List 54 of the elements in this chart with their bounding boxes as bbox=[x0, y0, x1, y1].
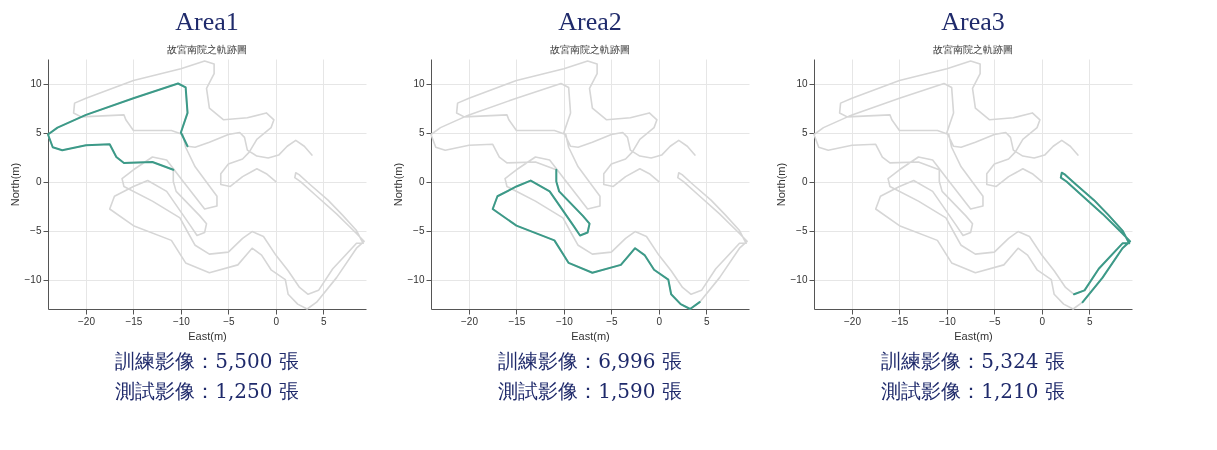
y-tick-label: 10 bbox=[796, 78, 808, 90]
line-series bbox=[491, 168, 701, 310]
x-tick-label: 0 bbox=[1039, 315, 1046, 327]
y-tick-label: 0 bbox=[801, 176, 808, 188]
chart-subtitle: 故宮南院之軌跡圖 bbox=[933, 44, 1013, 55]
x-tick-label: −5 bbox=[989, 315, 1001, 327]
x-tick-label: −15 bbox=[891, 315, 909, 327]
chart-title: Area2 bbox=[558, 7, 622, 36]
x-tick-label: −15 bbox=[508, 315, 526, 327]
y-tick-label: 5 bbox=[35, 127, 42, 139]
y-tick-label: −10 bbox=[407, 274, 425, 286]
chart-subtitle: 故宮南院之軌跡圖 bbox=[167, 44, 247, 55]
y-tick-label: 5 bbox=[418, 127, 425, 139]
y-tick-label: 0 bbox=[418, 176, 425, 188]
x-tick-label: 5 bbox=[704, 315, 710, 327]
chart-title: Area1 bbox=[175, 7, 239, 36]
y-tick-label: −5 bbox=[413, 225, 425, 237]
x-tick-label: −5 bbox=[223, 315, 235, 327]
text: 訓練影像：5,324 張 bbox=[881, 349, 1065, 373]
chart-subtitle: 故宮南院之軌跡圖 bbox=[550, 44, 630, 55]
x-tick-label: −10 bbox=[555, 315, 574, 327]
x-tick-label: 5 bbox=[1087, 315, 1093, 327]
x-tick-label: −10 bbox=[938, 315, 957, 327]
x-tick-label: −20 bbox=[843, 315, 862, 327]
y-tick-label: −10 bbox=[24, 274, 42, 286]
y-axis-title: North(m) bbox=[8, 162, 21, 207]
x-axis-title: East(m) bbox=[954, 329, 993, 342]
y-tick-label: 10 bbox=[30, 78, 42, 90]
text: 測試影像：1,250 張 bbox=[115, 379, 299, 403]
x-axis-title: East(m) bbox=[188, 329, 227, 342]
y-tick-label: −5 bbox=[30, 225, 42, 237]
y-tick-label: −10 bbox=[790, 274, 808, 286]
x-tick-label: 0 bbox=[656, 315, 663, 327]
x-axis-title: East(m) bbox=[571, 329, 610, 342]
x-tick-label: −20 bbox=[77, 315, 96, 327]
x-tick-label: 0 bbox=[273, 315, 280, 327]
y-tick-label: 10 bbox=[413, 78, 425, 90]
text: 訓練影像：5,500 張 bbox=[115, 349, 299, 373]
x-tick-label: 5 bbox=[321, 315, 327, 327]
y-axis-title: North(m) bbox=[774, 162, 787, 207]
x-tick-label: −10 bbox=[172, 315, 191, 327]
y-axis-title: North(m) bbox=[391, 162, 404, 207]
x-tick-label: −5 bbox=[606, 315, 618, 327]
line-series bbox=[47, 82, 189, 171]
y-tick-label: 0 bbox=[35, 176, 42, 188]
line-series bbox=[1059, 171, 1132, 304]
chart-title: Area3 bbox=[941, 7, 1005, 36]
x-tick-label: −15 bbox=[125, 315, 143, 327]
text: 測試影像：1,210 張 bbox=[881, 379, 1065, 403]
x-tick-label: −20 bbox=[460, 315, 479, 327]
y-tick-label: 5 bbox=[801, 127, 808, 139]
text: 訓練影像：6,996 張 bbox=[498, 349, 682, 373]
text: 測試影像：1,590 張 bbox=[498, 379, 682, 403]
y-tick-label: −5 bbox=[796, 225, 808, 237]
